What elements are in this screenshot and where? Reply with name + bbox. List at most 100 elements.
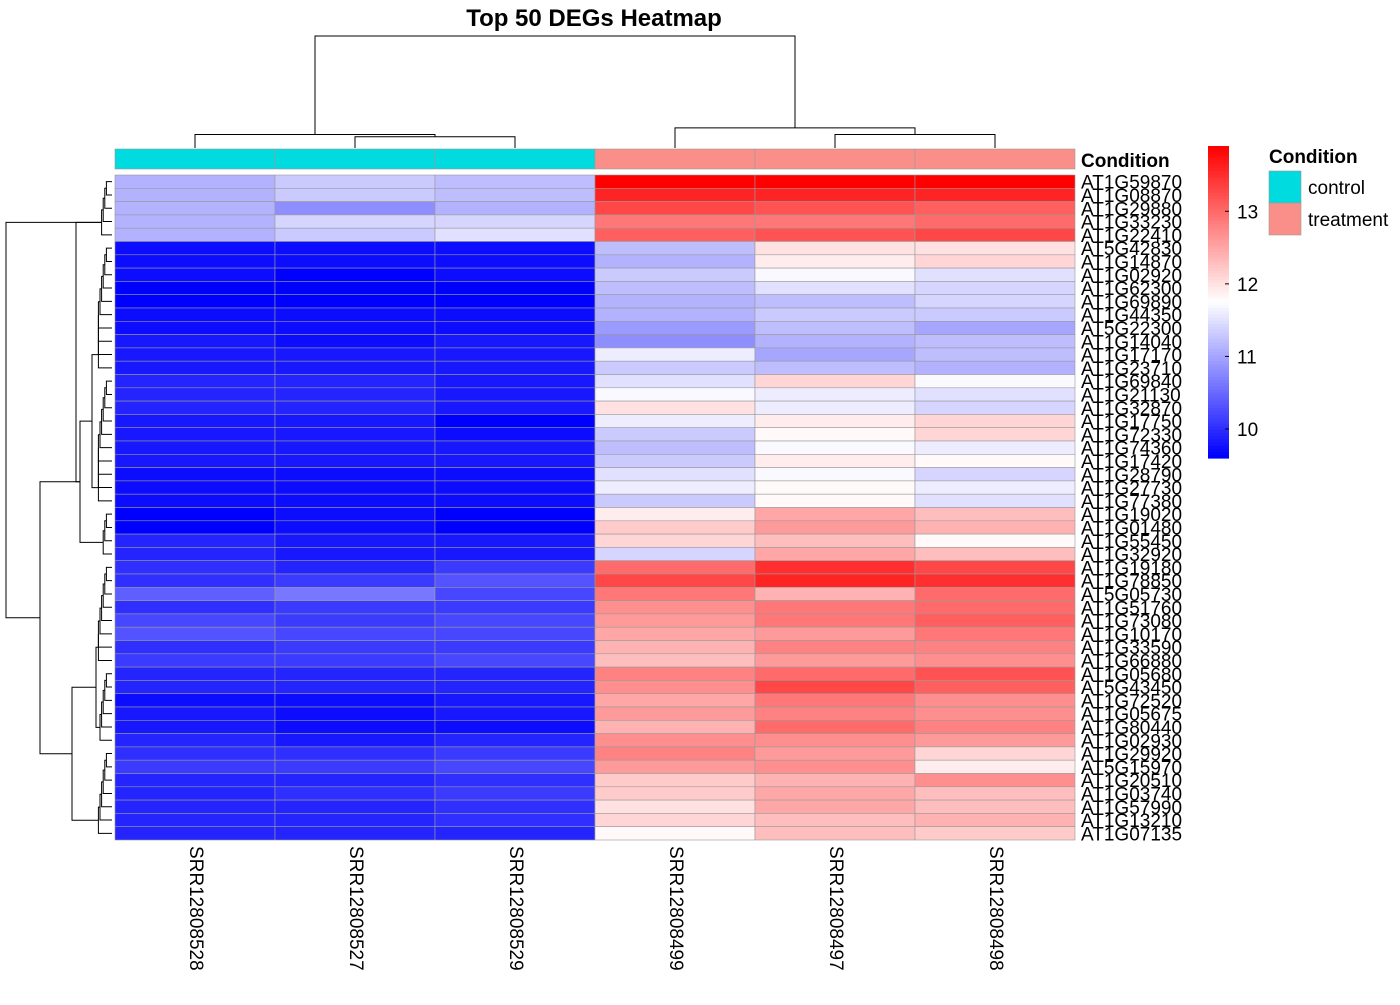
heatmap-cell <box>434 360 596 375</box>
column-label: SRR12808498 <box>985 846 1006 971</box>
row-dendrogram-branch <box>39 481 80 755</box>
heatmap-cell <box>754 214 916 229</box>
heatmap-cell <box>594 547 756 562</box>
colorbar-segment <box>1208 298 1229 303</box>
colorbar-segment <box>1208 401 1229 406</box>
heatmap-cell <box>114 294 276 309</box>
heatmap-cell <box>434 507 596 522</box>
heatmap-cell <box>914 706 1076 721</box>
heatmap-cell <box>114 547 276 562</box>
heatmap-cell <box>274 254 436 269</box>
heatmap-cell <box>434 719 596 734</box>
row-label: AT1G08870 <box>1081 186 1182 207</box>
heatmap-cell <box>434 759 596 774</box>
colorbar-segment <box>1208 239 1229 244</box>
column-label: SRR12808527 <box>345 846 366 971</box>
heatmap-cell <box>434 241 596 256</box>
heatmap-cell <box>754 281 916 295</box>
heatmap-cell <box>594 227 756 242</box>
heatmap-cell <box>434 387 596 402</box>
heatmap-cell <box>434 533 596 548</box>
column-dendrogram-branch <box>314 35 796 135</box>
heatmap-cell <box>914 453 1076 468</box>
row-dendrogram-branch <box>97 341 112 369</box>
heatmap-cell <box>114 414 276 428</box>
heatmap-cell <box>754 400 916 415</box>
colorbar-segment <box>1208 351 1229 356</box>
heatmap-cell <box>914 533 1076 548</box>
heatmap-cell <box>114 799 276 814</box>
heatmap-cell <box>274 666 436 681</box>
heatmap-cell <box>914 547 1076 562</box>
heatmap-cell <box>114 307 276 322</box>
heatmap-cell <box>274 440 436 455</box>
annotation-cell <box>434 148 596 170</box>
heatmap-cell <box>594 334 756 349</box>
heatmap-cell <box>274 826 436 841</box>
colorbar-segment <box>1208 214 1229 219</box>
colorbar-segment <box>1208 373 1229 378</box>
row-label: AT1G73080 <box>1081 612 1182 633</box>
heatmap-cell <box>434 600 596 615</box>
heatmap-cell <box>274 227 436 242</box>
heatmap-cell <box>114 680 276 695</box>
heatmap-cell <box>754 201 916 216</box>
colorbar-segment <box>1208 364 1229 369</box>
heatmap-cell <box>114 281 276 295</box>
colorbar-segment <box>1208 277 1229 281</box>
heatmap-cell <box>594 254 756 269</box>
heatmap-cell <box>434 613 596 628</box>
heatmap-cell <box>914 746 1076 761</box>
annotation-cell <box>594 148 756 170</box>
row-label: AT1G72330 <box>1081 425 1182 446</box>
heatmap-cell <box>274 387 436 402</box>
row-label: AT1G32870 <box>1081 399 1182 420</box>
heatmap-cell <box>594 680 756 695</box>
heatmap-cell <box>754 813 916 828</box>
heatmap-cell <box>274 693 436 708</box>
heatmap-cell <box>594 746 756 761</box>
heatmap-cell <box>594 467 756 482</box>
heatmap-cell <box>594 453 756 468</box>
colorbar-segment <box>1208 233 1229 238</box>
heatmap-cell <box>114 520 276 535</box>
colorbar-segment <box>1208 355 1229 359</box>
column-labels: SRR12808528 SRR12808527 SRR12808529 SRR1280… <box>185 846 1006 971</box>
heatmap-cell <box>754 480 916 495</box>
heatmap-cell <box>274 706 436 721</box>
row-label: AT5G22300 <box>1081 319 1182 340</box>
heatmap-cell <box>114 427 276 442</box>
heatmap-cell <box>594 626 756 641</box>
heatmap-cell <box>274 680 436 695</box>
heatmap-cell <box>274 347 436 362</box>
heatmap-cell <box>274 467 436 482</box>
colorbar-segment <box>1208 311 1229 316</box>
heatmap-cell <box>434 467 596 482</box>
heatmap-cell <box>114 453 276 468</box>
row-label: AT1G21130 <box>1081 385 1181 406</box>
heatmap-cell <box>594 573 756 588</box>
heatmap-cell <box>434 281 596 295</box>
heatmap-cell <box>754 799 916 814</box>
colorbar-segment <box>1208 302 1229 306</box>
heatmap-cell <box>274 719 436 734</box>
colorbar-segment <box>1208 208 1229 213</box>
heatmap-cell <box>274 480 436 495</box>
heatmap-cell <box>274 520 436 535</box>
heatmap-cell <box>594 693 756 708</box>
heatmap-cell <box>274 640 436 655</box>
colorbar-segment <box>1208 149 1229 153</box>
colorbar-segment <box>1208 292 1229 297</box>
heatmap-cell <box>114 480 276 495</box>
heatmap-cell <box>594 826 756 841</box>
heatmap-cell <box>114 440 276 455</box>
heatmap-cell <box>594 507 756 522</box>
row-label: AT1G05675 <box>1081 705 1182 726</box>
heatmap-cell <box>914 427 1076 442</box>
heatmap-cell <box>594 440 756 455</box>
heatmap-cell <box>114 759 276 774</box>
annotation-cell <box>754 148 916 170</box>
heatmap-cell <box>594 188 756 202</box>
heatmap-cell <box>594 414 756 428</box>
heatmap-cell <box>274 573 436 588</box>
